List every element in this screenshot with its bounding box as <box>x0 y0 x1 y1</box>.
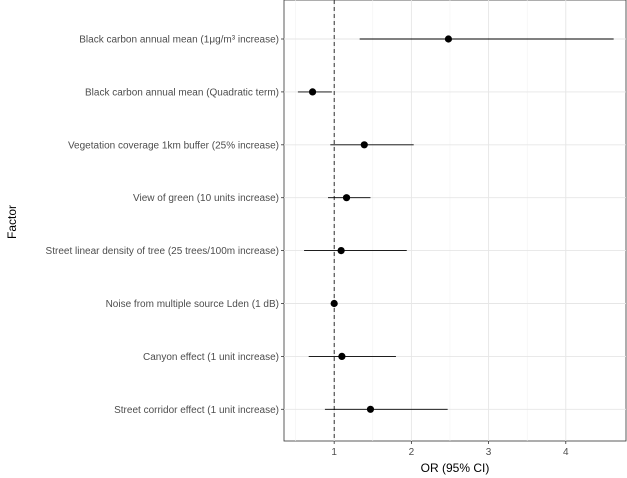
y-tick-labels: Black carbon annual mean (1μg/m³ increas… <box>46 35 284 416</box>
y-tick-label: Vegetation coverage 1km buffer (25% incr… <box>68 140 279 151</box>
y-tick-label: View of green (10 units increase) <box>133 193 279 204</box>
x-tick-label: 2 <box>409 447 415 458</box>
x-tick-labels: 1 2 3 4 <box>331 441 569 458</box>
or-point <box>337 247 345 255</box>
or-point <box>342 194 351 202</box>
or-point <box>330 299 338 308</box>
y-tick-label: Black carbon annual mean (Quadratic term… <box>85 87 279 98</box>
or-point <box>444 35 453 43</box>
x-axis-title: OR (95% CI) <box>421 461 490 475</box>
y-tick-label: Noise from multiple source Lden (1 dB) <box>106 299 279 310</box>
or-point <box>308 88 317 96</box>
y-tick-label: Black carbon annual mean (1μg/m³ increas… <box>79 35 279 46</box>
x-tick-label: 4 <box>563 447 569 458</box>
or-point <box>338 352 346 360</box>
or-point <box>360 141 368 149</box>
data-marks <box>297 35 614 413</box>
or-point <box>366 405 375 413</box>
y-tick-label: Canyon effect (1 unit increase) <box>143 352 279 363</box>
plot-panel <box>283 0 627 442</box>
x-tick-label: 1 <box>331 447 337 458</box>
y-tick-label: Street linear density of tree (25 trees/… <box>46 246 279 257</box>
x-tick-label: 3 <box>486 447 492 458</box>
y-tick-label: Street corridor effect (1 unit increase) <box>114 405 279 416</box>
y-axis-title: Factor <box>5 205 19 239</box>
